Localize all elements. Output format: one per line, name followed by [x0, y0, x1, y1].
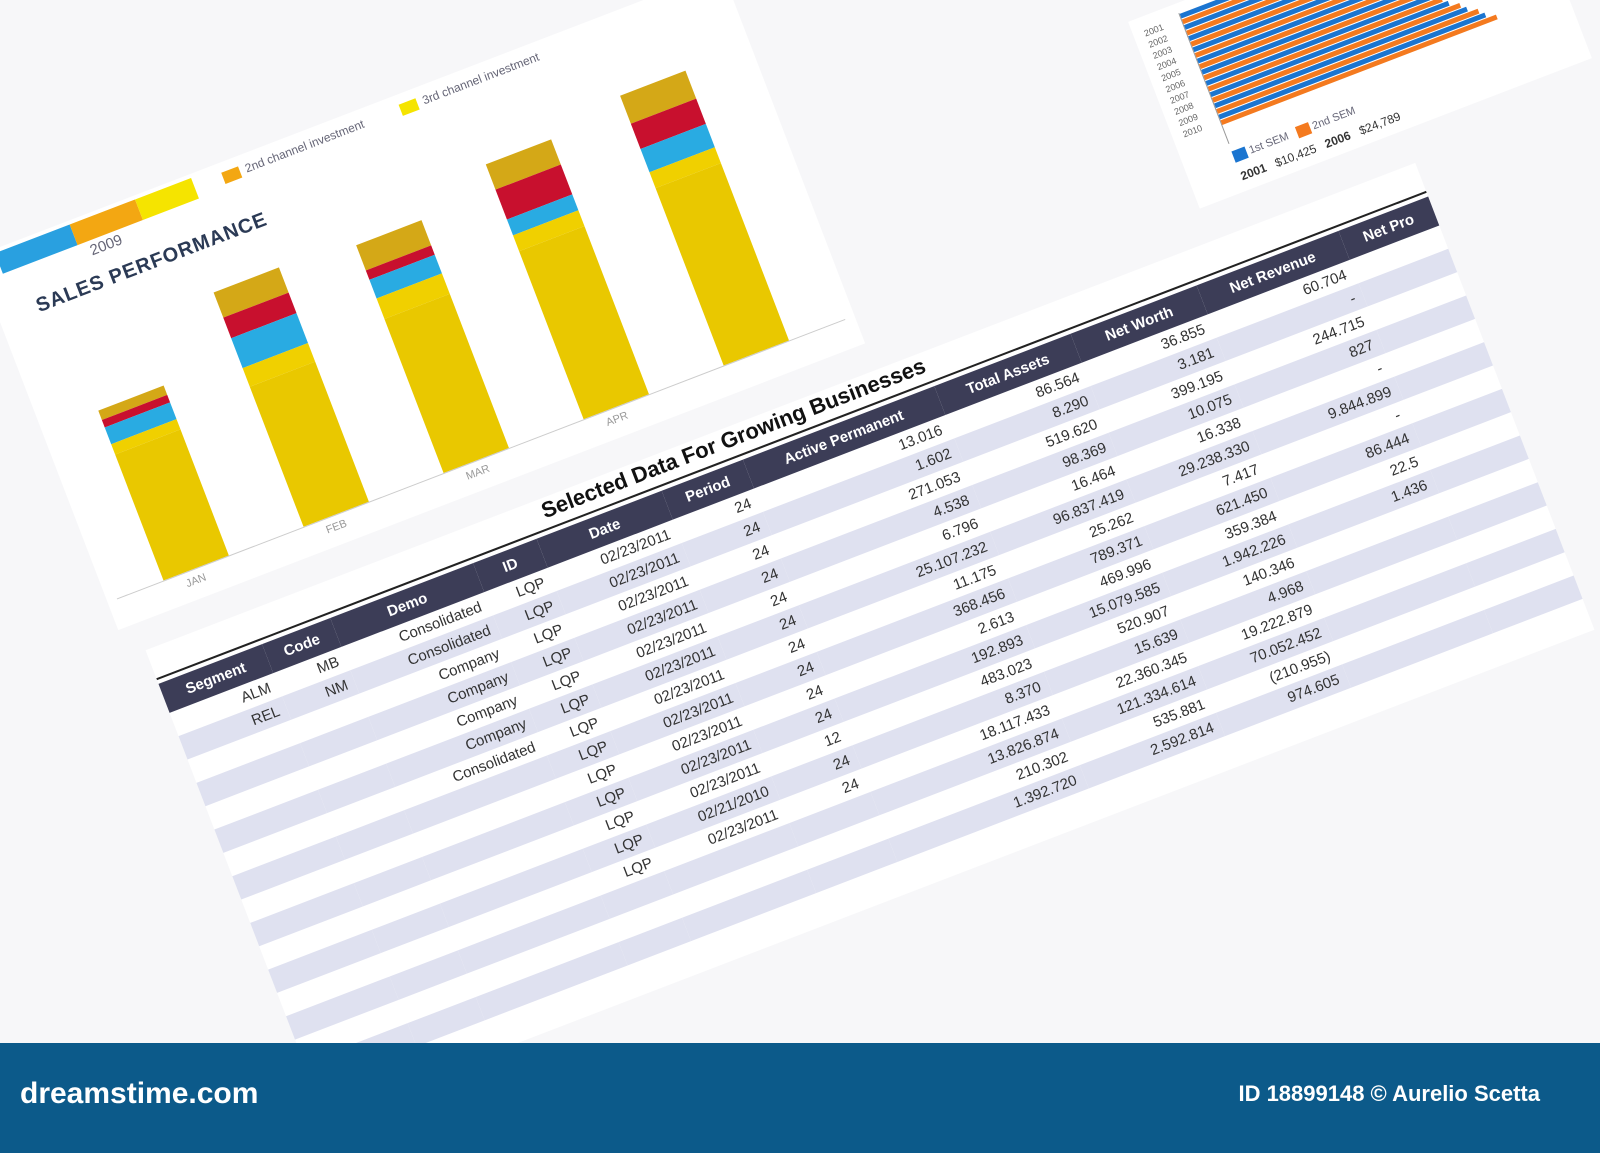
bar-segment	[655, 163, 790, 366]
bar-segment	[115, 429, 229, 581]
brand-logo[interactable]: dreamstime.com	[20, 1077, 259, 1110]
stacked-bar	[356, 220, 509, 474]
image-credit: ID 18899148 © Aurelio Scetta	[1238, 1081, 1540, 1106]
category-label: MAR	[464, 462, 492, 483]
category-label: APR	[604, 409, 630, 429]
bar-segment	[519, 226, 649, 420]
stacked-bar	[213, 267, 369, 527]
stacked-bar	[620, 70, 790, 366]
stacked-bar	[98, 385, 229, 581]
category-label: JAN	[184, 571, 209, 591]
bar-segment	[384, 293, 509, 474]
category-label: FEB	[324, 517, 349, 537]
stacked-bar	[485, 139, 649, 420]
watermark-footer: dreamstime.com ID 18899148 © Aurelio Sce…	[0, 1043, 1600, 1153]
bar-segment	[249, 361, 369, 527]
